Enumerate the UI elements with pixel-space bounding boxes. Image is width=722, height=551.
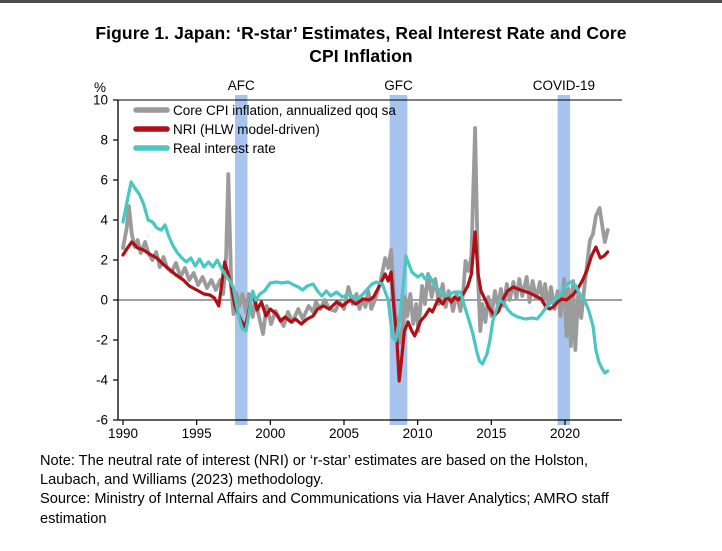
legend-label-core-cpi: Core CPI inflation, annualized qoq sa (173, 103, 396, 118)
crisis-band-label-covid-19: COVID-19 (533, 78, 595, 93)
x-axis-tick-label: 2020 (550, 426, 580, 441)
x-axis-tick-label: 2015 (476, 426, 506, 441)
y-axis-tick-label: 0 (100, 293, 108, 308)
source-line-2: estimation (40, 510, 107, 527)
y-axis-tick-label: -6 (96, 413, 108, 428)
note-line-2: Laubach, and Williams (2023) methodology… (40, 472, 324, 489)
note-line-1: Note: The neutral rate of interest (NRI)… (40, 453, 589, 469)
legend-label-nri: NRI (HLW model-driven) (173, 122, 320, 137)
crisis-band-label-gfc: GFC (384, 78, 413, 93)
crisis-band-label-afc: AFC (228, 78, 255, 93)
figure-title-line-2: CPI Inflation (309, 46, 413, 66)
crisis-band-afc (234, 95, 248, 425)
chart-area: AFC GFC COVID-19 10 8 6 4 2 0 -2 -4 -6% 1990 1995 2000… (0, 70, 722, 452)
y-axis-unit-label: % (94, 80, 106, 95)
legend-label-real-rate: Real interest rate (173, 141, 276, 156)
crisis-band-covid-19 (557, 95, 571, 425)
y-axis-tick-label: 6 (100, 173, 108, 188)
figure-notes: Note: The neutral rate of interest (NRI)… (40, 452, 705, 529)
y-axis-tick-label: 10 (93, 93, 108, 108)
x-axis-tick-label: 2010 (403, 426, 433, 441)
y-axis-tick-label: -2 (96, 333, 108, 348)
window-top-edge (0, 0, 722, 3)
y-axis-tick-label: 4 (100, 213, 108, 228)
y-axis-tick-label: 2 (100, 253, 108, 268)
x-axis-tick-label: 2005 (329, 426, 359, 441)
source-line-1: Source: Ministry of Internal Affairs and… (40, 491, 609, 508)
x-axis-tick-label: 2000 (255, 426, 285, 441)
y-axis-tick-label: -4 (96, 373, 108, 388)
series-line-nri (121, 230, 610, 383)
series-line-real-rate (121, 180, 610, 375)
line-chart: AFC GFC COVID-19 10 8 6 4 2 0 -2 -4 -6% 1990 1995 2000… (93, 78, 622, 441)
figure-title-line-1: Figure 1. Japan: ‘R-star’ Estimates, Rea… (95, 23, 627, 43)
x-axis-tick-label: 1990 (108, 426, 138, 441)
series-line-core-cpi (121, 126, 610, 352)
y-axis-tick-label: 8 (100, 133, 108, 148)
x-axis-tick-label: 1995 (182, 426, 212, 441)
figure-title: Figure 1. Japan: ‘R-star’ Estimates, Rea… (0, 22, 722, 68)
